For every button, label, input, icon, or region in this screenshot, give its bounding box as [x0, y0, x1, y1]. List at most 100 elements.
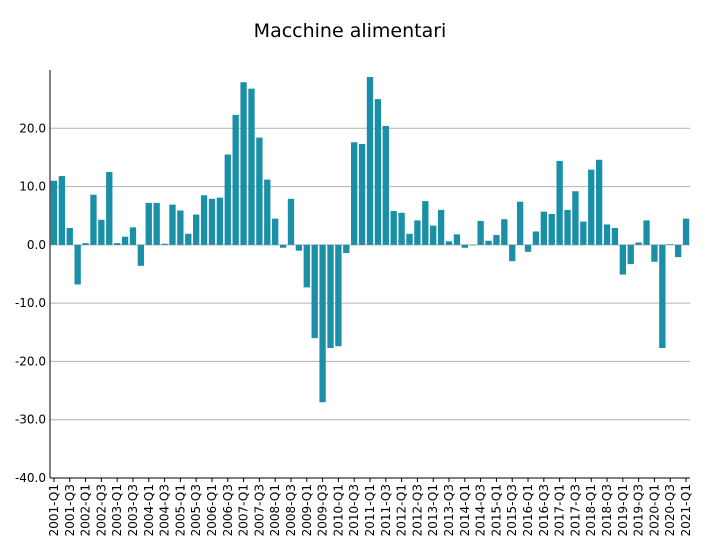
x-tick-label: 2006-Q1 [205, 484, 219, 536]
bar-2020-Q3 [667, 244, 674, 245]
bar-2005-Q4 [200, 195, 208, 245]
x-tick-label: 2006-Q3 [221, 484, 235, 536]
x-tick-label: 2013-Q1 [426, 484, 440, 536]
bar-2006-Q1 [208, 198, 216, 245]
bar-2012-Q1 [398, 212, 405, 245]
bar-2003-Q1 [114, 243, 121, 245]
x-tick-label: 2016-Q1 [521, 484, 535, 536]
bar-2005-Q1 [177, 210, 184, 245]
x-tick-label: 2019-Q3 [632, 484, 646, 536]
bar-2016-Q1 [524, 244, 532, 252]
x-tick-label: 2007-Q3 [252, 484, 266, 536]
x-tick-label: 2017-Q3 [568, 484, 582, 536]
bar-2020-Q4 [674, 244, 682, 258]
bar-2012-Q3 [414, 220, 421, 245]
bar-2013-Q3 [445, 241, 453, 245]
x-tick-label: 2004-Q3 [158, 484, 172, 536]
chart-title: Macchine alimentari [253, 20, 447, 42]
x-tick-label: 2008-Q3 [284, 484, 298, 536]
bar-2010-Q1 [335, 244, 342, 347]
y-tick-labels: -40.0 -30.0 -20.0 -10.0 0.0 10.0 20.0 [15, 121, 46, 485]
x-tick-label: 2011-Q3 [379, 484, 393, 536]
bar-2006-Q4 [232, 114, 239, 245]
bar-2004-Q3 [161, 243, 168, 245]
bar-2015-Q2 [501, 219, 508, 245]
x-tick-label: 2014-Q3 [474, 484, 488, 536]
bar-2003-Q4 [137, 244, 145, 266]
y-tick-label: -20.0 [15, 354, 46, 368]
bar-2007-Q4 [264, 179, 271, 245]
bar-2005-Q3 [193, 214, 200, 245]
x-tick-label: 2015-Q1 [489, 484, 503, 536]
bar-2009-Q3 [319, 244, 326, 403]
x-tick-label: 2003-Q1 [110, 484, 124, 536]
x-tick-label: 2010-Q1 [331, 484, 345, 536]
bar-2002-Q3 [98, 219, 105, 245]
bar-2017-Q1 [556, 160, 563, 245]
bar-2001-Q4 [74, 244, 81, 285]
x-tick-label: 2004-Q1 [142, 484, 156, 536]
bar-2011-Q4 [390, 211, 397, 245]
x-tick-label: 2012-Q1 [395, 484, 409, 536]
bar-2007-Q1 [240, 82, 247, 245]
bar-2004-Q1 [145, 202, 152, 245]
bar-2008-Q4 [295, 244, 303, 251]
x-tick-label: 2017-Q1 [553, 484, 567, 536]
bar-2013-Q4 [453, 234, 461, 245]
bar-2020-Q2 [659, 244, 666, 349]
x-tick-label: 2002-Q3 [94, 484, 108, 536]
x-tick-label: 2010-Q3 [347, 484, 361, 536]
bar-2019-Q3 [635, 242, 642, 245]
x-tick-label: 2001-Q1 [47, 484, 61, 536]
bar-2018-Q1 [588, 169, 595, 245]
x-tick-label: 2014-Q1 [458, 484, 472, 536]
bar-2008-Q1 [272, 218, 279, 245]
bar-2014-Q3 [477, 220, 484, 245]
bar-2002-Q1 [82, 243, 89, 245]
x-tick-label: 2018-Q3 [600, 484, 614, 536]
bar-2013-Q1 [430, 225, 437, 245]
bar-2013-Q2 [437, 209, 445, 245]
x-tick-label: 2011-Q1 [363, 484, 377, 536]
bar-2015-Q4 [516, 201, 524, 245]
bar-2014-Q4 [485, 240, 492, 245]
bar-2007-Q2 [248, 88, 255, 245]
bar-2009-Q2 [311, 244, 318, 339]
x-tick-label: 2019-Q1 [616, 484, 630, 536]
bar-2018-Q3 [603, 224, 611, 245]
x-tick-label: 2005-Q1 [173, 484, 187, 536]
bar-2008-Q2 [279, 244, 287, 248]
bar-2021-Q1 [682, 218, 690, 245]
y-tick-label: 10.0 [19, 180, 46, 194]
bars [50, 76, 690, 403]
bar-2001-Q1 [50, 180, 58, 245]
x-tick-label: 2012-Q3 [410, 484, 424, 536]
bar-2007-Q3 [256, 137, 263, 245]
bar-2017-Q4 [580, 221, 587, 245]
bar-2020-Q1 [651, 244, 658, 262]
y-tick-label: -30.0 [15, 413, 46, 427]
x-tick-label: 2013-Q3 [442, 484, 456, 536]
x-tick-label: 2020-Q3 [663, 484, 677, 536]
bar-2019-Q4 [643, 220, 650, 245]
bar-2015-Q3 [509, 244, 516, 262]
x-tick-label: 2008-Q1 [268, 484, 282, 536]
x-tick-label: 2021-Q1 [679, 484, 693, 536]
bar-2003-Q2 [121, 236, 129, 245]
x-tick-label: 2002-Q1 [79, 484, 93, 536]
x-tick-label: 2020-Q1 [647, 484, 661, 536]
x-tick-label: 2009-Q1 [300, 484, 314, 536]
x-tick-label: 2018-Q1 [584, 484, 598, 536]
bar-2006-Q2 [216, 197, 224, 245]
bar-2003-Q3 [129, 227, 137, 245]
bar-2016-Q4 [548, 213, 555, 245]
x-tick-label: 2005-Q3 [189, 484, 203, 536]
bar-2019-Q2 [627, 244, 634, 265]
bar-2004-Q2 [153, 202, 160, 245]
y-tick-label: 0.0 [27, 238, 46, 252]
bar-2011-Q1 [366, 76, 374, 245]
bar-2011-Q3 [382, 125, 389, 245]
x-tick-label: 2016-Q3 [537, 484, 551, 536]
y-tick-label: 20.0 [19, 121, 46, 135]
